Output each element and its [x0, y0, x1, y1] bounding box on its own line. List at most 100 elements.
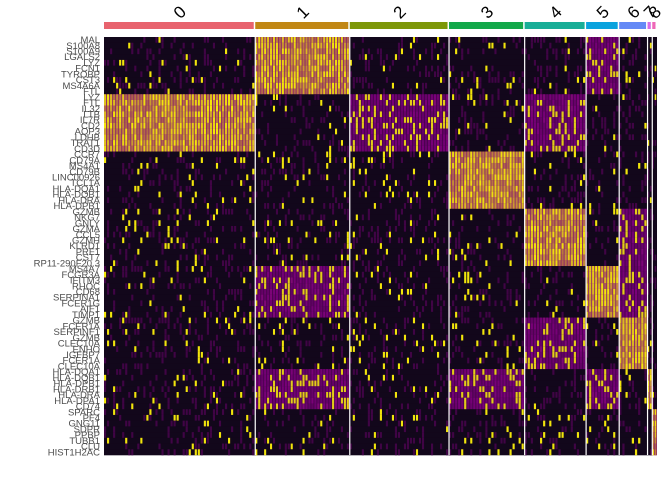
heatmap-cell	[434, 397, 437, 404]
heatmap-cell	[576, 122, 580, 129]
heatmap-cell	[409, 180, 413, 187]
heatmap-row-block	[449, 329, 525, 336]
heatmap-cell	[540, 94, 543, 101]
heatmap-cell	[440, 99, 443, 107]
heatmap-cell	[364, 140, 367, 147]
heatmap-cell	[284, 311, 287, 318]
heatmap-cell	[293, 88, 296, 95]
heatmap-cell	[104, 145, 107, 152]
heatmap-cell	[155, 409, 158, 416]
heatmap-cell	[343, 122, 346, 129]
heatmap-cell	[385, 220, 388, 227]
heatmap-cell	[367, 99, 370, 107]
heatmap-cell	[418, 128, 422, 135]
heatmap-cell	[506, 288, 509, 295]
heatmap-row-block	[104, 443, 256, 450]
heatmap-cell	[125, 145, 128, 152]
heatmap-cell	[449, 82, 452, 89]
heatmap-cell	[561, 248, 564, 255]
heatmap-cell	[567, 237, 570, 244]
heatmap-cell	[346, 111, 349, 118]
heatmap-cell	[281, 306, 284, 313]
heatmap-cell	[267, 77, 270, 84]
heatmap-cell	[452, 151, 455, 158]
heatmap-cell	[270, 82, 273, 89]
heatmap-cell	[415, 99, 419, 107]
heatmap-cell	[173, 54, 176, 61]
heatmap-row-block	[255, 243, 350, 250]
heatmap-cell	[323, 288, 326, 295]
heatmap-cell	[564, 220, 567, 227]
heatmap-cell	[467, 374, 470, 381]
heatmap-cell	[446, 420, 449, 427]
heatmap-cell	[467, 185, 470, 192]
heatmap-cell	[455, 191, 458, 198]
heatmap-cell	[415, 248, 419, 255]
heatmap-cell	[329, 82, 332, 89]
heatmap-cell	[278, 248, 281, 255]
heatmap-cell	[119, 99, 122, 107]
heatmap-cell	[203, 248, 206, 255]
heatmap-cell	[267, 88, 270, 95]
heatmap-cell	[290, 403, 293, 410]
heatmap-cell	[352, 369, 355, 376]
heatmap-cell	[128, 191, 131, 198]
heatmap-cell	[284, 88, 287, 95]
heatmap-cell	[455, 237, 458, 244]
heatmap-cell	[555, 134, 558, 141]
heatmap-cell	[349, 317, 352, 324]
heatmap-cell	[427, 403, 431, 410]
heatmap-cell	[561, 231, 564, 238]
heatmap-cell	[197, 357, 200, 364]
heatmap-row-block	[255, 208, 350, 215]
heatmap-cell	[506, 220, 509, 227]
heatmap-cell	[367, 363, 370, 370]
heatmap-cell	[284, 334, 287, 341]
heatmap-cell	[179, 117, 182, 124]
heatmap-cell	[367, 140, 370, 147]
heatmap-cell	[179, 185, 182, 192]
heatmap-cell	[461, 162, 464, 169]
heatmap-cell	[332, 99, 335, 107]
heatmap-cell	[206, 99, 209, 107]
heatmap-cell	[552, 111, 555, 118]
heatmap-cell	[524, 248, 527, 255]
heatmap-cell	[524, 128, 527, 135]
heatmap-row-block	[449, 88, 525, 95]
heatmap-cell	[412, 128, 416, 135]
heatmap-cell	[530, 105, 533, 112]
heatmap-cell	[228, 323, 231, 330]
heatmap-cell	[506, 426, 509, 433]
heatmap-cell	[167, 449, 170, 456]
heatmap-cell	[264, 48, 267, 55]
heatmap-cell	[358, 117, 361, 124]
heatmap-cell	[335, 334, 338, 341]
heatmap-cell	[397, 94, 401, 101]
heatmap-cell	[346, 151, 349, 158]
heatmap-cell	[443, 105, 446, 112]
heatmap-cell	[546, 220, 549, 227]
heatmap-cell	[116, 409, 119, 416]
heatmap-cell	[573, 122, 576, 129]
heatmap-cell	[287, 59, 290, 66]
heatmap-cell	[491, 77, 494, 84]
heatmap-cell	[370, 409, 373, 416]
heatmap-cell	[524, 220, 527, 227]
heatmap-cell	[361, 288, 364, 295]
heatmap-cell	[237, 288, 240, 295]
heatmap-cell	[185, 122, 188, 129]
heatmap-cell	[530, 117, 533, 124]
heatmap-cell	[540, 128, 543, 135]
heatmap-cell	[308, 397, 311, 404]
heatmap-cell	[320, 117, 323, 124]
heatmap-cell	[287, 386, 290, 393]
heatmap-cell	[252, 145, 255, 152]
heatmap-cell	[258, 311, 261, 318]
heatmap-cell	[488, 145, 491, 152]
heatmap-cell	[326, 403, 329, 410]
heatmap-cell	[264, 237, 267, 244]
heatmap-cell	[364, 300, 367, 307]
heatmap-cell	[228, 449, 231, 456]
heatmap-cell	[275, 403, 278, 410]
heatmap-cell	[446, 397, 449, 404]
